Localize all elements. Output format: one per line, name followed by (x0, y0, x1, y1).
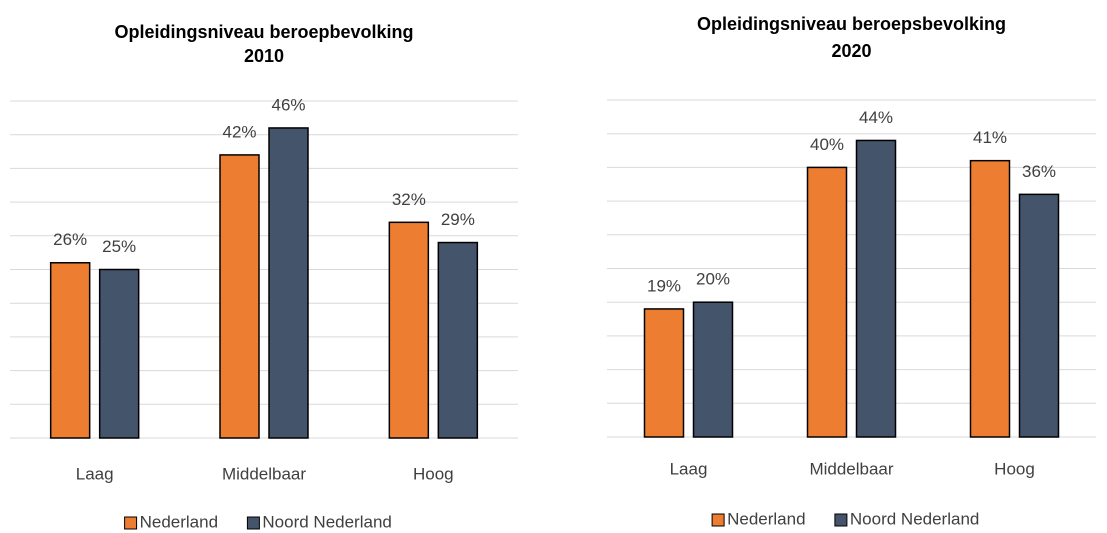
data-label: 42% (222, 122, 256, 141)
bar (219, 154, 260, 439)
chart-title: Opleidingsniveau beroepsbevolking (697, 14, 1006, 34)
data-label: 41% (973, 128, 1007, 147)
bar (692, 301, 734, 438)
data-label: 19% (647, 276, 681, 295)
bar (388, 221, 430, 439)
data-label: 46% (271, 95, 305, 114)
data-label: 40% (810, 135, 844, 154)
data-label: 36% (1022, 162, 1056, 181)
data-label: 29% (441, 210, 475, 229)
legend-swatch (124, 516, 138, 530)
bar (806, 166, 848, 438)
legend-label: Nederland (727, 509, 805, 528)
data-label: 25% (102, 237, 136, 256)
bar (643, 308, 685, 438)
legend-swatch (711, 513, 725, 527)
legend-label: Nederland (140, 512, 218, 531)
legend-label: Noord Nederland (262, 512, 391, 531)
x-tick-label: Hoog (413, 464, 454, 483)
data-label: 26% (53, 230, 87, 249)
x-tick-label: Middelbaar (809, 459, 893, 478)
legend-label: Noord Nederland (850, 509, 979, 528)
bar (49, 262, 91, 439)
x-tick-label: Middelbaar (222, 464, 306, 483)
chart-title: 2020 (831, 41, 871, 61)
chart-title: 2010 (244, 46, 284, 66)
bar (98, 268, 140, 439)
bar (855, 139, 897, 438)
bar (268, 127, 309, 439)
legend-swatch (834, 513, 848, 527)
x-tick-label: Laag (670, 459, 708, 478)
legend-swatch (246, 516, 260, 530)
bar (969, 159, 1011, 438)
chart-title: Opleidingsniveau beroepbevolking (114, 22, 413, 42)
data-label: 44% (859, 108, 893, 127)
data-label: 20% (696, 270, 730, 289)
bar (1018, 193, 1060, 438)
data-label: 32% (392, 190, 426, 209)
x-tick-label: Hoog (994, 459, 1035, 478)
bar (437, 241, 479, 439)
x-tick-label: Laag (76, 464, 114, 483)
